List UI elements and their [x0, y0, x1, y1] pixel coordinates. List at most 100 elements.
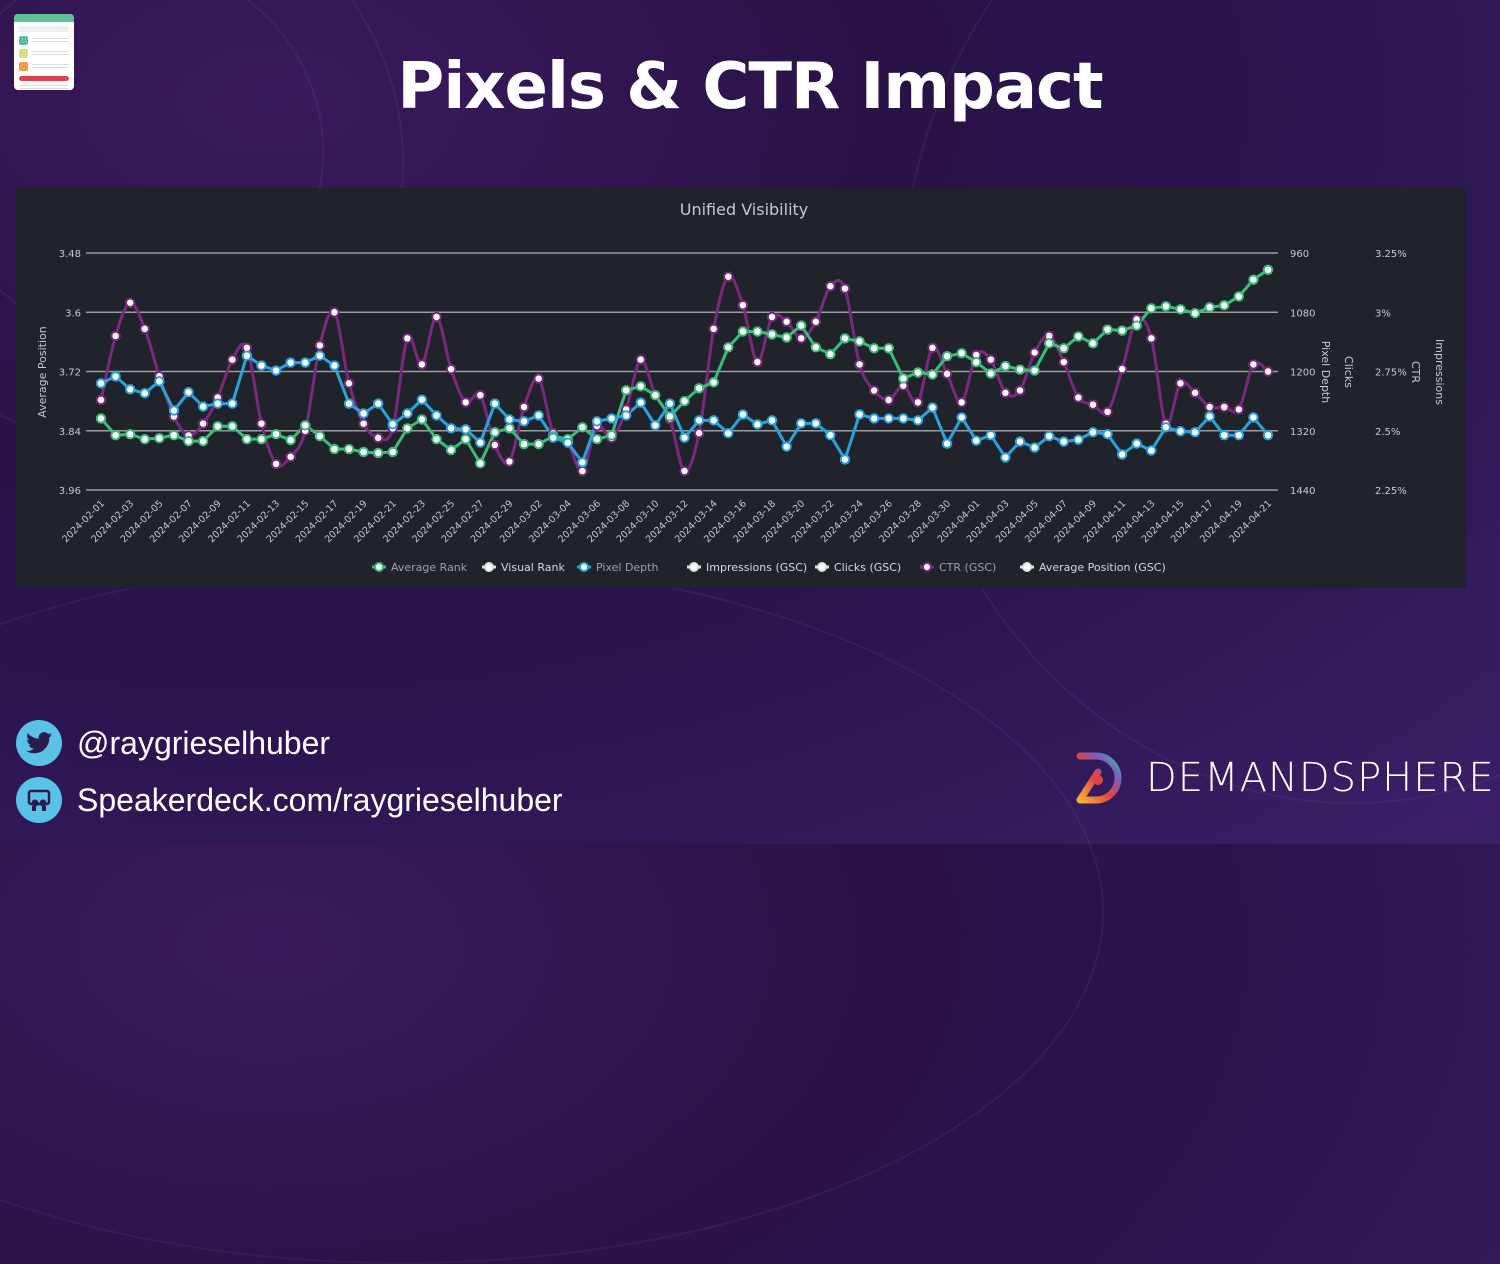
- data-point-pixel-depth: [723, 428, 734, 439]
- data-point-average-rank: [314, 430, 326, 442]
- y-tick-label-ctr: 2.25%: [1375, 486, 1407, 497]
- data-point-pixel-depth: [1073, 434, 1084, 445]
- data-point-pixel-depth: [387, 419, 398, 430]
- legend-label: CTR (GSC): [939, 561, 996, 574]
- data-point-pixel-depth: [270, 365, 282, 376]
- data-point-pixel-depth: [868, 413, 880, 424]
- data-point-pixel-depth: [591, 416, 603, 427]
- data-point-ctr-gsc: [139, 323, 150, 335]
- data-point-average-rank: [854, 336, 865, 347]
- data-point-average-rank: [912, 367, 924, 378]
- data-point-average-rank: [241, 433, 253, 445]
- data-point-average-rank: [1029, 365, 1040, 376]
- legend-marker: [579, 562, 589, 572]
- data-point-average-rank: [1058, 343, 1069, 354]
- data-point-average-rank: [1000, 360, 1011, 372]
- y-tick-label-left: 3.96: [59, 486, 81, 497]
- data-point-ctr-gsc: [810, 316, 821, 327]
- data-point-pixel-depth: [825, 429, 836, 441]
- data-point-ctr-gsc: [285, 451, 296, 463]
- data-point-pixel-depth: [1029, 442, 1040, 453]
- data-point-ctr-gsc: [227, 354, 238, 365]
- data-point-average-rank: [372, 447, 384, 459]
- twitter-handle[interactable]: @raygrieselhuber: [77, 724, 331, 761]
- data-point-pixel-depth: [95, 378, 107, 389]
- data-point-average-rank: [752, 326, 763, 337]
- data-point-pixel-depth: [635, 397, 646, 408]
- data-point-average-rank: [416, 414, 428, 425]
- data-point-pixel-depth: [402, 408, 413, 419]
- data-point-average-rank: [1073, 331, 1084, 342]
- legend-item[interactable]: Clicks (GSC): [815, 561, 901, 574]
- data-point-average-rank: [1087, 338, 1099, 349]
- data-point-ctr-gsc: [1262, 366, 1274, 377]
- legend-label: Average Position (GSC): [1039, 561, 1166, 574]
- data-point-average-rank: [723, 342, 734, 353]
- data-point-average-rank: [1116, 325, 1128, 336]
- legend-item[interactable]: Pixel Depth: [577, 561, 658, 574]
- data-point-ctr-gsc: [1233, 404, 1245, 415]
- data-point-pixel-depth: [1131, 438, 1142, 449]
- data-point-pixel-depth: [329, 360, 340, 371]
- data-point-average-rank: [577, 422, 588, 433]
- legend-item[interactable]: Average Position (GSC): [1020, 561, 1166, 574]
- data-point-average-rank: [1175, 304, 1186, 315]
- data-point-pixel-depth: [912, 415, 924, 426]
- twitter-contact: @raygrieselhuber: [16, 720, 330, 766]
- data-point-average-rank: [183, 435, 194, 447]
- data-point-pixel-depth: [927, 402, 938, 413]
- document-logo-icon: [14, 14, 74, 90]
- data-point-ctr-gsc: [402, 333, 413, 344]
- data-point-ctr-gsc: [445, 363, 457, 375]
- legend-label: Visual Rank: [501, 561, 565, 574]
- data-point-ctr-gsc: [868, 385, 880, 396]
- data-point-average-rank: [329, 443, 340, 455]
- data-point-ctr-gsc: [416, 359, 428, 370]
- data-point-average-rank: [212, 421, 223, 432]
- data-point-average-rank: [95, 413, 107, 424]
- data-point-average-rank: [1233, 291, 1245, 302]
- data-point-average-rank: [270, 429, 282, 440]
- y-tick-label-ctr: 2.75%: [1375, 368, 1407, 379]
- data-point-average-rank: [110, 429, 121, 441]
- legend-item[interactable]: Average Rank: [372, 561, 468, 574]
- axis-title-clicks: Clicks: [1342, 356, 1355, 388]
- data-point-pixel-depth: [941, 438, 953, 449]
- data-point-average-rank: [387, 446, 398, 458]
- axis-title-pixel-depth: Pixel Depth: [1319, 341, 1332, 403]
- legend-item[interactable]: Visual Rank: [482, 561, 565, 574]
- data-point-pixel-depth: [796, 418, 807, 429]
- data-point-pixel-depth: [504, 414, 515, 425]
- data-point-pixel-depth: [1043, 430, 1055, 442]
- data-point-average-rank: [591, 433, 603, 445]
- data-point-pixel-depth: [1000, 452, 1011, 463]
- data-point-average-rank: [1131, 320, 1142, 331]
- data-point-pixel-depth: [416, 394, 428, 405]
- legend-marker: [922, 562, 932, 572]
- data-point-average-rank: [883, 343, 894, 354]
- data-point-average-rank: [766, 329, 778, 340]
- legend-item[interactable]: Impressions (GSC): [687, 561, 807, 574]
- data-point-pixel-depth: [1262, 429, 1274, 441]
- data-point-average-rank: [1248, 274, 1259, 285]
- data-point-ctr-gsc: [270, 458, 282, 470]
- data-point-pixel-depth: [1116, 449, 1128, 460]
- data-point-average-rank: [781, 332, 792, 343]
- data-point-average-rank: [518, 438, 530, 450]
- legend-marker: [817, 562, 827, 572]
- data-point-pixel-depth: [212, 398, 223, 409]
- data-point-average-rank: [1014, 364, 1026, 375]
- legend-item[interactable]: CTR (GSC): [920, 561, 996, 574]
- data-point-pixel-depth: [737, 409, 749, 420]
- data-point-average-rank: [489, 427, 501, 438]
- data-point-average-rank: [1146, 303, 1157, 314]
- data-point-pixel-depth: [1189, 427, 1201, 438]
- data-point-average-rank: [1102, 324, 1113, 335]
- data-point-average-rank: [635, 381, 646, 392]
- data-point-ctr-gsc: [1102, 406, 1113, 417]
- data-point-ctr-gsc: [1175, 378, 1186, 389]
- data-point-pixel-depth: [168, 405, 180, 416]
- data-point-pixel-depth: [766, 415, 778, 426]
- speakerdeck-link[interactable]: Speakerdeck.com/raygrieselhuber: [77, 781, 563, 818]
- data-point-pixel-depth: [256, 360, 267, 371]
